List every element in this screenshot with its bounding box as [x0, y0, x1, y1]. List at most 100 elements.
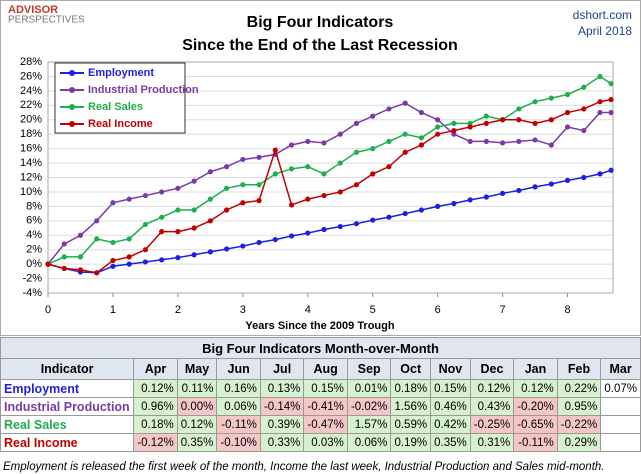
- point: [256, 154, 262, 160]
- point: [77, 254, 84, 260]
- point: [305, 138, 311, 145]
- cell: 0.11%: [176, 379, 218, 398]
- legend-swatch: [69, 87, 75, 93]
- point: [305, 230, 311, 236]
- point: [370, 113, 376, 119]
- point: [483, 120, 489, 126]
- point: [142, 192, 149, 199]
- y-tick-label: 28%: [20, 56, 42, 68]
- chart-frame: [0, 0, 641, 336]
- column-header: Indicator: [0, 358, 135, 380]
- point: [175, 207, 181, 213]
- point: [256, 182, 262, 188]
- point: [386, 106, 392, 112]
- point: [402, 210, 408, 217]
- point: [321, 171, 327, 177]
- point: [532, 137, 538, 143]
- cell: -0.20%: [513, 397, 558, 416]
- point: [223, 164, 230, 170]
- point: [532, 120, 538, 126]
- y-tick-label: -4%: [22, 287, 42, 299]
- cell: 0.59%: [390, 415, 432, 434]
- y-tick-label: 8%: [26, 200, 42, 212]
- cell: -0.02%: [346, 397, 392, 416]
- column-header: Aug: [303, 358, 348, 380]
- cell: 0.16%: [216, 379, 261, 398]
- point: [240, 156, 246, 163]
- date: April 2018: [578, 24, 632, 38]
- point: [191, 225, 197, 231]
- cell: 0.01%: [346, 379, 392, 398]
- cell: 0.29%: [556, 433, 602, 452]
- cell: [600, 433, 641, 452]
- cell: 0.33%: [259, 433, 305, 452]
- point: [370, 217, 376, 223]
- point: [581, 106, 587, 112]
- table-row: Industrial Production 0.96% 0.00% 0.06% -0.1…: [0, 397, 641, 416]
- table-title-row: Big Four Indicators Month-over-Month: [0, 337, 641, 359]
- point: [142, 247, 149, 253]
- column-header: Dec: [469, 358, 515, 380]
- point: [467, 138, 473, 145]
- chart-subtitle: Since the End of the Last Recession: [182, 37, 458, 54]
- point: [288, 233, 295, 239]
- point: [207, 169, 213, 175]
- x-tick-label: 2: [175, 304, 181, 316]
- point: [548, 181, 554, 187]
- cell: -0.22%: [556, 415, 602, 434]
- point: [305, 196, 311, 202]
- point: [402, 131, 408, 137]
- legend-label: Employment: [88, 67, 154, 79]
- x-tick-label: 1: [110, 304, 116, 316]
- point: [451, 120, 457, 126]
- legend-label: Industrial Production: [88, 84, 199, 96]
- point: [191, 178, 197, 184]
- x-tick-label: 4: [305, 304, 311, 316]
- point: [126, 196, 132, 202]
- point: [110, 263, 116, 269]
- point: [353, 149, 360, 155]
- point: [288, 202, 295, 208]
- point: [418, 109, 425, 116]
- point: [608, 96, 614, 103]
- point: [548, 95, 554, 101]
- row-label: Employment: [0, 379, 135, 398]
- y-tick-label: -2%: [22, 272, 42, 284]
- y-tick-label: 2%: [26, 244, 42, 256]
- point: [256, 239, 262, 246]
- x-tick-label: 3: [240, 304, 246, 316]
- y-tick-label: 0%: [26, 258, 42, 270]
- point: [337, 223, 343, 230]
- cell: 0.96%: [133, 397, 178, 416]
- legend-label: Real Income: [88, 118, 153, 130]
- footnote: Employment is released the first week of…: [3, 461, 605, 473]
- point: [516, 106, 522, 112]
- legend-box: [54, 62, 186, 134]
- point: [608, 81, 614, 87]
- point: [386, 138, 392, 145]
- cell: 0.95%: [556, 397, 602, 416]
- point: [483, 194, 489, 200]
- point: [305, 164, 311, 170]
- point: [142, 259, 149, 265]
- cell: 0.35%: [430, 433, 471, 452]
- point: [353, 221, 360, 227]
- table-title: Big Four Indicators Month-over-Month: [0, 337, 641, 359]
- legend-swatch: [69, 104, 75, 110]
- point: [435, 203, 441, 209]
- point: [581, 174, 587, 181]
- point: [402, 149, 408, 155]
- point: [321, 226, 327, 233]
- legend-swatch: [69, 70, 75, 76]
- y-tick-label: 6%: [26, 215, 42, 227]
- x-tick-label: 5: [370, 304, 376, 316]
- point: [110, 239, 116, 246]
- point: [353, 120, 360, 126]
- point: [321, 192, 327, 199]
- point: [175, 185, 181, 191]
- cell: 0.22%: [556, 379, 602, 398]
- point: [564, 109, 571, 116]
- column-header: Sep: [346, 358, 392, 380]
- cell: 1.56%: [390, 397, 432, 416]
- cell: 0.12%: [469, 379, 515, 398]
